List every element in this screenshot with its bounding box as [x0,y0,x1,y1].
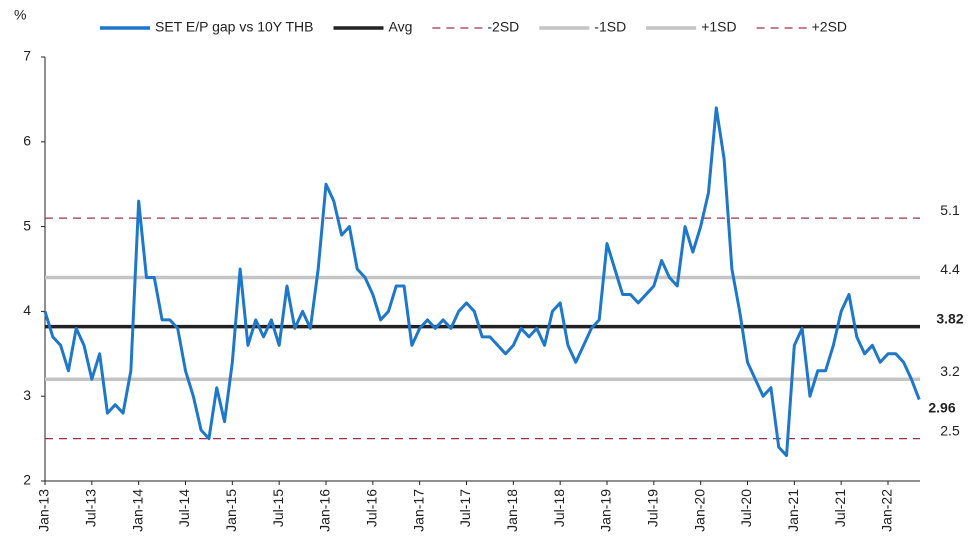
x-tick-label: Jul-17 [457,489,473,527]
x-tick-label: Jan-21 [785,489,801,532]
legend-label: +2SD [812,19,847,35]
legend-label: Avg [389,19,413,35]
reference-value-label: 3.82 [936,310,963,326]
x-tick-label: Jan-17 [410,489,426,532]
y-tick-label: 2 [23,472,31,488]
x-tick-label: Jul-16 [364,489,380,527]
x-tick-label: Jul-15 [270,489,286,527]
last-value-label: 2.96 [928,399,955,415]
legend-label: -1SD [594,19,626,35]
legend-label: -2SD [487,19,519,35]
x-tick-label: Jul-18 [551,489,567,527]
y-tick-label: 3 [23,387,31,403]
x-tick-label: Jan-18 [504,489,520,532]
y-tick-label: 6 [23,133,31,149]
reference-value-label: 2.5 [940,422,960,438]
x-tick-label: Jul-14 [176,489,192,527]
x-tick-label: Jul-13 [83,489,99,527]
x-tick-label: Jan-20 [691,489,707,532]
y-tick-label: 5 [23,217,31,233]
x-tick-label: Jan-15 [223,489,239,532]
y-tick-label: 7 [23,48,31,64]
legend-label: SET E/P gap vs 10Y THB [155,19,314,35]
x-tick-label: Jan-19 [598,489,614,532]
x-tick-label: Jul-20 [738,489,754,527]
y-axis-label: % [14,7,26,23]
y-tick-label: 4 [23,302,31,318]
legend-label: +1SD [701,19,736,35]
x-tick-label: Jan-16 [317,489,333,532]
data-line [43,106,921,458]
reference-value-label: 3.2 [940,363,960,379]
x-tick-label: Jan-22 [879,489,895,532]
x-tick-label: Jan-13 [36,489,52,532]
reference-value-label: 5.1 [940,202,960,218]
reference-value-label: 4.4 [940,261,960,277]
x-tick-label: Jul-21 [832,489,848,527]
x-tick-label: Jul-19 [645,489,661,527]
x-tick-label: Jan-14 [129,489,145,532]
